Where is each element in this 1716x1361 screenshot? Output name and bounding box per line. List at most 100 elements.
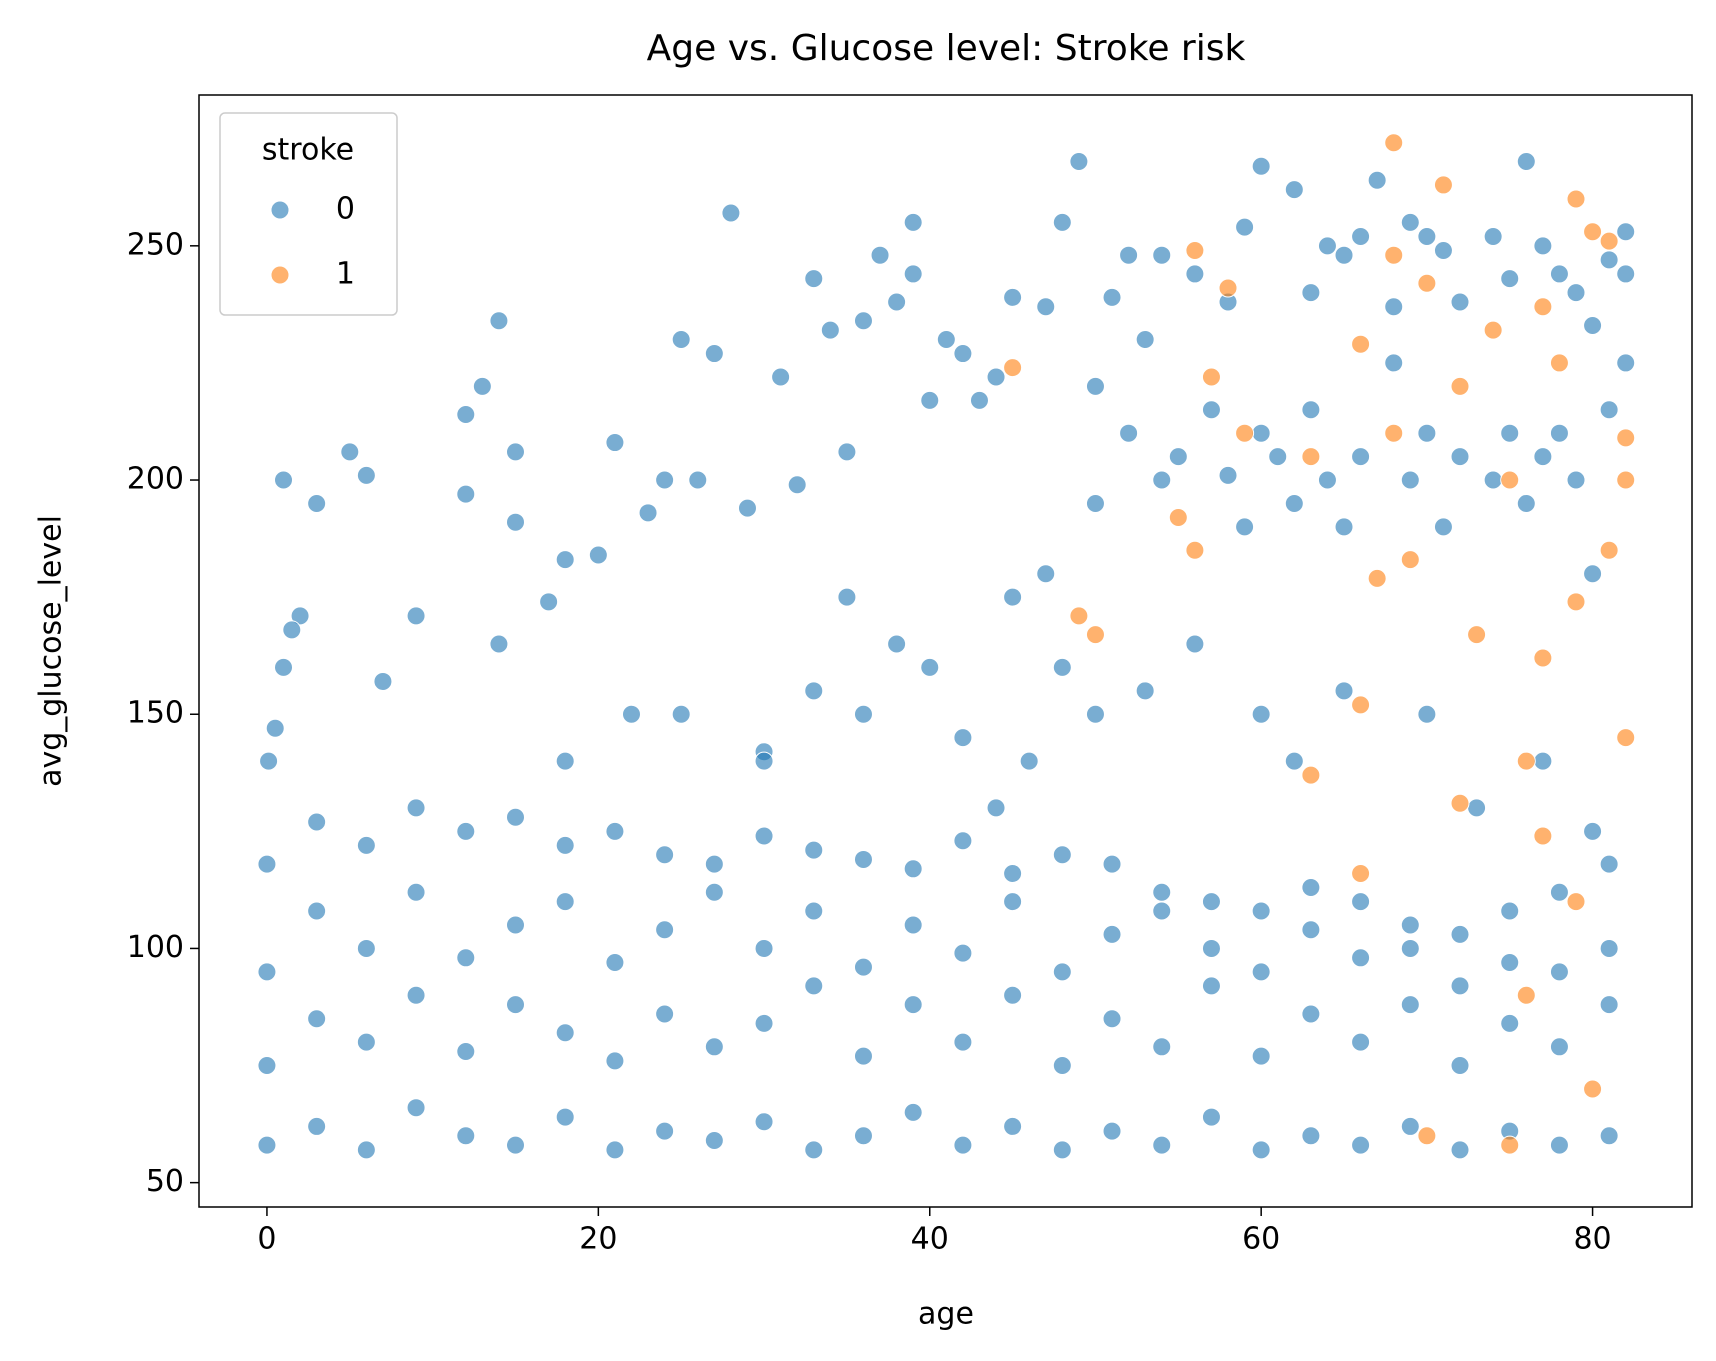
point	[1599, 854, 1619, 874]
point	[257, 854, 277, 874]
point	[1616, 470, 1636, 490]
point	[1500, 1013, 1520, 1033]
point	[1400, 550, 1420, 570]
point	[1467, 625, 1487, 645]
point	[1367, 170, 1387, 190]
point	[1583, 564, 1603, 584]
point	[1400, 212, 1420, 232]
y-tick-label: 200	[127, 462, 184, 497]
point	[671, 330, 691, 350]
point	[771, 367, 791, 387]
point	[265, 718, 285, 738]
point	[1450, 976, 1470, 996]
point	[1500, 269, 1520, 289]
point	[1102, 924, 1122, 944]
point	[1334, 681, 1354, 701]
point	[1367, 568, 1387, 588]
point	[456, 404, 476, 424]
point	[1102, 854, 1122, 874]
point	[853, 957, 873, 977]
point	[1218, 278, 1238, 298]
point	[1301, 1126, 1321, 1146]
point	[1003, 358, 1023, 378]
point	[837, 442, 857, 462]
point	[259, 751, 279, 771]
point	[638, 503, 658, 523]
point	[1201, 1107, 1221, 1127]
legend-label: 0	[336, 192, 355, 227]
point	[605, 1140, 625, 1160]
point	[1301, 878, 1321, 898]
point	[1533, 236, 1553, 256]
point	[1351, 447, 1371, 467]
point	[555, 1023, 575, 1043]
point	[1251, 1140, 1271, 1160]
point	[953, 943, 973, 963]
point	[1351, 863, 1371, 883]
point	[1549, 1037, 1569, 1057]
point	[903, 212, 923, 232]
point	[1301, 447, 1321, 467]
point	[1003, 287, 1023, 307]
point	[1317, 236, 1337, 256]
point	[290, 606, 310, 626]
chart-title: Age vs. Glucose level: Stroke risk	[647, 28, 1246, 69]
point	[274, 657, 294, 677]
point	[1384, 245, 1404, 265]
point	[1384, 353, 1404, 373]
point	[1433, 175, 1453, 195]
point	[1085, 704, 1105, 724]
point	[1583, 315, 1603, 335]
point	[1052, 962, 1072, 982]
point	[1450, 1056, 1470, 1076]
point	[655, 1121, 675, 1141]
point	[1400, 470, 1420, 490]
point	[853, 704, 873, 724]
legend-label: 1	[336, 257, 355, 292]
y-tick-label: 250	[127, 227, 184, 262]
point	[1235, 217, 1255, 237]
point	[704, 344, 724, 364]
point	[754, 751, 774, 771]
point	[1168, 508, 1188, 528]
point	[688, 470, 708, 490]
point	[1019, 751, 1039, 771]
point	[1135, 681, 1155, 701]
legend-title: stroke	[262, 133, 354, 168]
point	[704, 1130, 724, 1150]
point	[903, 264, 923, 284]
point	[1201, 938, 1221, 958]
point	[489, 634, 509, 654]
point	[853, 1046, 873, 1066]
point	[804, 976, 824, 996]
point	[1052, 212, 1072, 232]
point	[1201, 976, 1221, 996]
point	[406, 985, 426, 1005]
point	[1483, 320, 1503, 340]
point	[1152, 1037, 1172, 1057]
point	[655, 845, 675, 865]
point	[588, 545, 608, 565]
point	[1599, 400, 1619, 420]
point	[356, 835, 376, 855]
point	[406, 882, 426, 902]
point	[1251, 962, 1271, 982]
point	[1251, 156, 1271, 176]
point	[307, 493, 327, 513]
point	[1268, 447, 1288, 467]
point	[804, 1140, 824, 1160]
point	[804, 269, 824, 289]
point	[1003, 892, 1023, 912]
point	[704, 882, 724, 902]
point	[1152, 1135, 1172, 1155]
y-tick-label: 50	[146, 1164, 184, 1199]
point	[704, 854, 724, 874]
point	[456, 821, 476, 841]
point	[1533, 648, 1553, 668]
point	[472, 376, 492, 396]
point	[1500, 901, 1520, 921]
point	[887, 634, 907, 654]
point	[1351, 1135, 1371, 1155]
point	[1599, 995, 1619, 1015]
plot-area	[257, 133, 1636, 1160]
